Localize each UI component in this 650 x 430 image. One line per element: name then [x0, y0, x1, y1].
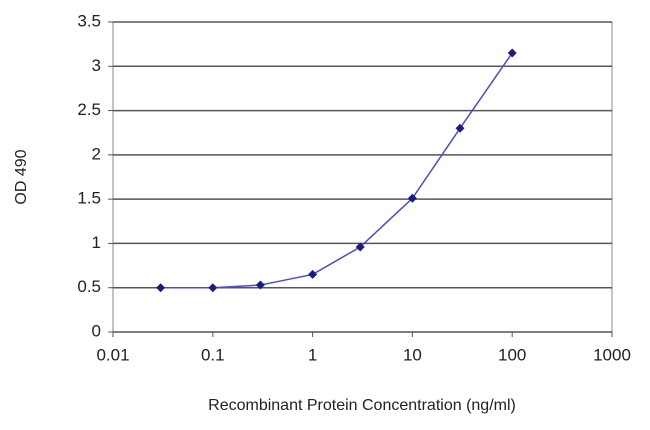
x-axis-label: Recombinant Protein Concentration (ng/ml…: [208, 397, 516, 414]
series-line: [160, 52, 513, 289]
marker: [507, 48, 517, 58]
x-tick-label: 100: [498, 345, 526, 364]
x-tick-label: 10: [403, 345, 422, 364]
marker: [156, 283, 166, 293]
x-tick-label: 1000: [593, 345, 631, 364]
y-tick-label: 1: [92, 233, 101, 252]
marker: [208, 283, 218, 293]
x-tick-label: 1: [308, 345, 317, 364]
marker: [255, 280, 265, 290]
y-axis-label: OD 490: [13, 149, 30, 204]
y-tick-label: 3: [92, 56, 101, 75]
y-tick-label: 1.5: [77, 189, 101, 208]
marker: [455, 123, 465, 133]
marker: [308, 269, 318, 279]
y-tick-label: 0: [92, 321, 101, 340]
y-tick-label: 0.5: [77, 277, 101, 296]
plot-area: [112, 21, 613, 333]
x-tick-label: 0.1: [201, 345, 225, 364]
y-tick-label: 2.5: [77, 100, 101, 119]
marker: [407, 193, 417, 203]
y-tick-label: 3.5: [77, 11, 101, 30]
y-tick-label: 2: [92, 144, 101, 163]
x-tick-label: 0.01: [96, 345, 129, 364]
marker: [355, 242, 365, 252]
